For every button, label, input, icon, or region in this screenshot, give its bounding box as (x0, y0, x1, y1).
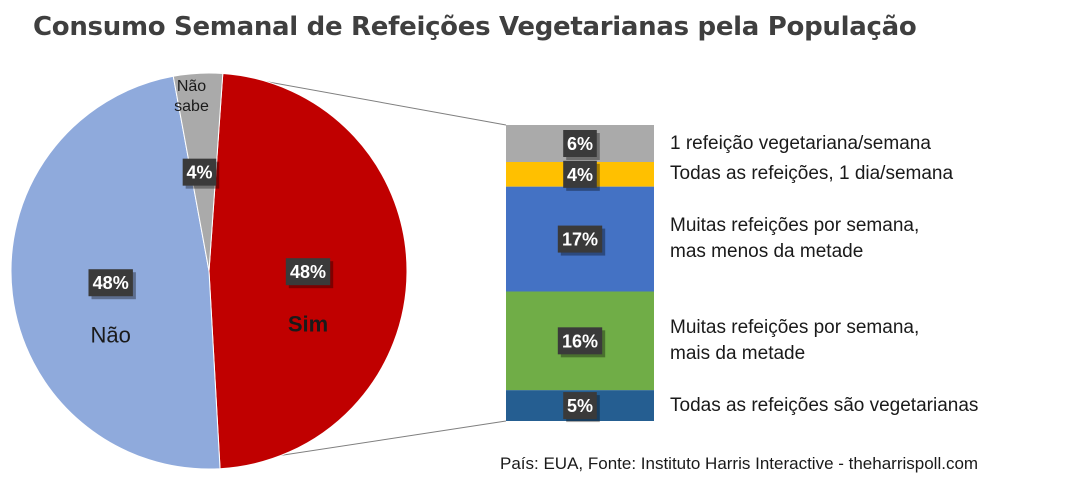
pie-value-sim: 48% (285, 258, 334, 289)
svg-text:48%: 48% (93, 273, 129, 293)
svg-text:4%: 4% (186, 163, 212, 183)
svg-text:6%: 6% (567, 134, 593, 154)
svg-text:17%: 17% (562, 230, 598, 250)
pie-value-não: 48% (88, 269, 136, 300)
legend-label-4: Muitas refeições por semana, mais da meta… (670, 316, 920, 364)
stack-value-2: 4% (563, 160, 600, 191)
legend-label-1: 1 refeição vegetariana/semana (670, 132, 931, 154)
legend-label-5: Todas as refeições são vegetarianas (670, 394, 979, 416)
svg-text:5%: 5% (567, 396, 593, 416)
svg-text:4%: 4% (567, 165, 593, 185)
chart-title: Consumo Semanal de Refeições Vegetariana… (33, 12, 917, 42)
pie-value-não-sabe: 4% (182, 158, 220, 189)
stack-value-4: 16% (557, 327, 606, 358)
svg-text:16%: 16% (562, 331, 598, 351)
svg-text:48%: 48% (290, 262, 326, 282)
stack-value-5: 5% (563, 392, 600, 423)
legend-label-2: Todas as refeições, 1 dia/semana (670, 163, 954, 185)
legend-label-3: Muitas refeições por semana, mas menos da… (670, 215, 920, 263)
pie-label-não-sabe: Não sabe (174, 78, 209, 115)
stack-value-3: 17% (557, 225, 606, 256)
pie-label-sim: Sim (288, 312, 328, 337)
pie-label-não: Não (91, 323, 131, 348)
stack-value-1: 6% (563, 130, 600, 160)
source-note: País: EUA, Fonte: Instituto Harris Inter… (500, 454, 979, 473)
